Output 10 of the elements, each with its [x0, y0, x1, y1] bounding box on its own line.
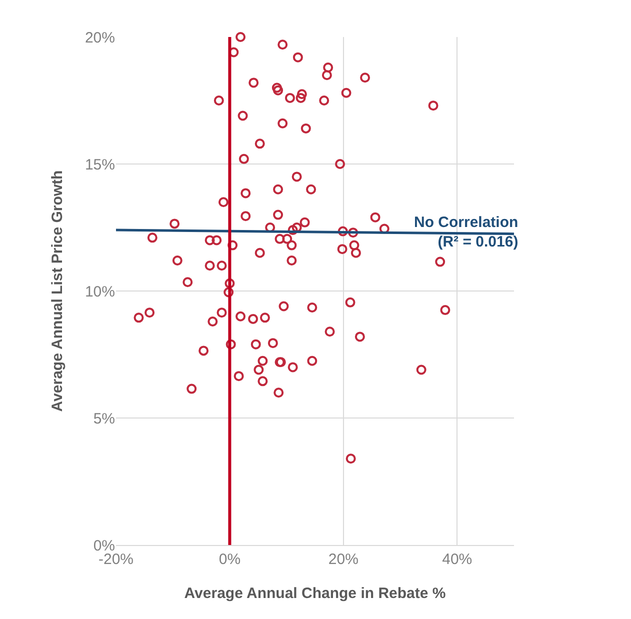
y-tick-label: 15% — [84, 156, 115, 174]
x-tick-label: 20% — [328, 551, 358, 568]
x-tick-label: 40% — [442, 551, 472, 568]
x-tick-label: 0% — [218, 551, 241, 568]
y-axis-title: Average Annual List Price Growth — [49, 170, 66, 412]
y-tick-label: 20% — [84, 29, 115, 46]
y-tick-label: 5% — [93, 410, 115, 428]
y-tick-label: 10% — [84, 283, 115, 300]
annotation: No Correlation (R² = 0.016) — [414, 214, 518, 250]
x-axis-title: Average Annual Change in Rebate % — [184, 585, 446, 602]
